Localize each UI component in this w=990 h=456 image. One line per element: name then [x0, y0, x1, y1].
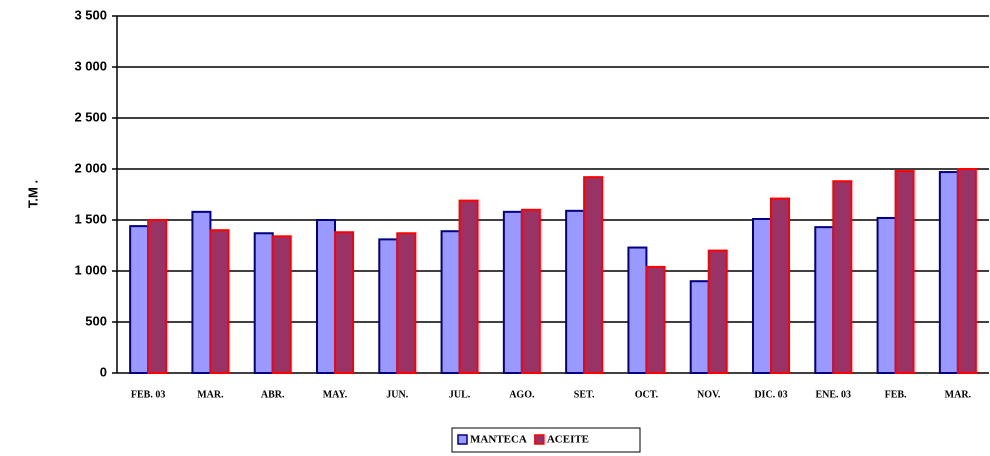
- y-axis-label: T.M .: [25, 180, 40, 208]
- bar: [271, 235, 292, 374]
- y-tick-label: 2 000: [74, 160, 107, 175]
- bar: [770, 197, 790, 374]
- bar: [894, 170, 915, 374]
- x-tick-label: MAR.: [945, 389, 972, 400]
- y-tick-label: 1 000: [74, 262, 107, 277]
- x-tick-label: DIC. 03: [754, 389, 787, 400]
- bar: [316, 219, 336, 374]
- bar: [627, 246, 648, 374]
- bar: [191, 210, 212, 374]
- legend-swatch: [457, 434, 468, 445]
- bar: [458, 199, 479, 374]
- y-tick-label: 1 500: [74, 211, 107, 226]
- bar: [565, 209, 586, 374]
- y-tick-label: 3 000: [74, 58, 107, 73]
- bar: [583, 176, 604, 374]
- bar: [752, 217, 772, 374]
- y-tick-label: 500: [85, 313, 107, 328]
- bar: [520, 208, 541, 374]
- x-tick-label: FEB. 03: [131, 389, 165, 400]
- x-tick-label: ENE. 03: [816, 389, 852, 400]
- x-tick-label: ABR.: [261, 389, 285, 400]
- bar: [378, 238, 399, 374]
- x-tick-label: JUN.: [386, 389, 408, 400]
- bar: [334, 231, 354, 374]
- x-tick-label: AGO.: [509, 389, 535, 400]
- bar: [645, 265, 666, 375]
- bar: [502, 210, 523, 374]
- bar: [832, 180, 853, 374]
- x-tick-label: JUL.: [449, 389, 471, 400]
- x-tick-label: NOV.: [697, 389, 721, 400]
- x-tick-label: SET.: [574, 389, 595, 400]
- y-tick-label: 3 500: [74, 7, 107, 22]
- bar: [814, 226, 835, 374]
- bar: [396, 232, 417, 374]
- bar: [707, 249, 728, 375]
- y-tick-label: 2 500: [74, 109, 107, 124]
- bar: [440, 230, 461, 374]
- x-tick-label: MAR.: [197, 389, 224, 400]
- legend-box: [451, 427, 641, 453]
- legend-swatch: [534, 434, 545, 445]
- legend-label: MANTECA: [470, 434, 527, 446]
- bar: [689, 280, 710, 375]
- x-tick-label: MAY.: [323, 389, 348, 400]
- bar: [253, 232, 274, 374]
- bar: [129, 225, 150, 374]
- x-tick-label: FEB.: [885, 389, 907, 400]
- bar: [209, 229, 230, 374]
- bar: [956, 168, 977, 374]
- bar: [147, 219, 168, 374]
- x-tick-label: OCT.: [635, 389, 659, 400]
- y-tick-label: 0: [100, 364, 107, 379]
- legend-label: ACEITE: [547, 434, 589, 446]
- bar: [876, 216, 897, 374]
- bar: [938, 171, 959, 374]
